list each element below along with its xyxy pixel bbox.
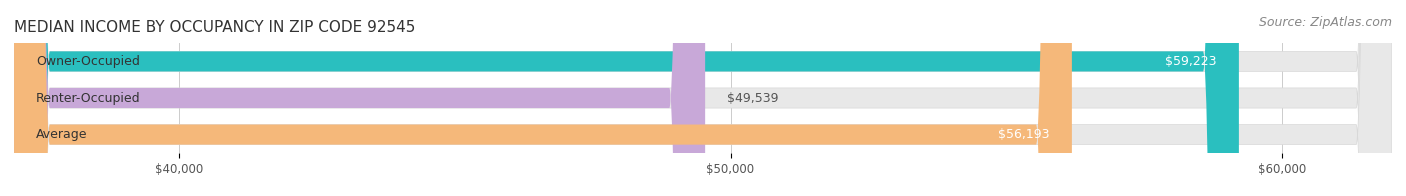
Text: Owner-Occupied: Owner-Occupied (37, 55, 141, 68)
Text: Source: ZipAtlas.com: Source: ZipAtlas.com (1258, 16, 1392, 29)
Text: Average: Average (37, 128, 87, 141)
FancyBboxPatch shape (14, 0, 1392, 196)
Text: Renter-Occupied: Renter-Occupied (37, 92, 141, 104)
FancyBboxPatch shape (14, 0, 706, 196)
FancyBboxPatch shape (14, 0, 1392, 196)
Text: $49,539: $49,539 (727, 92, 779, 104)
FancyBboxPatch shape (14, 0, 1239, 196)
FancyBboxPatch shape (14, 0, 1392, 196)
Text: MEDIAN INCOME BY OCCUPANCY IN ZIP CODE 92545: MEDIAN INCOME BY OCCUPANCY IN ZIP CODE 9… (14, 20, 415, 35)
Text: $59,223: $59,223 (1166, 55, 1216, 68)
Text: $56,193: $56,193 (998, 128, 1050, 141)
FancyBboxPatch shape (14, 0, 1071, 196)
